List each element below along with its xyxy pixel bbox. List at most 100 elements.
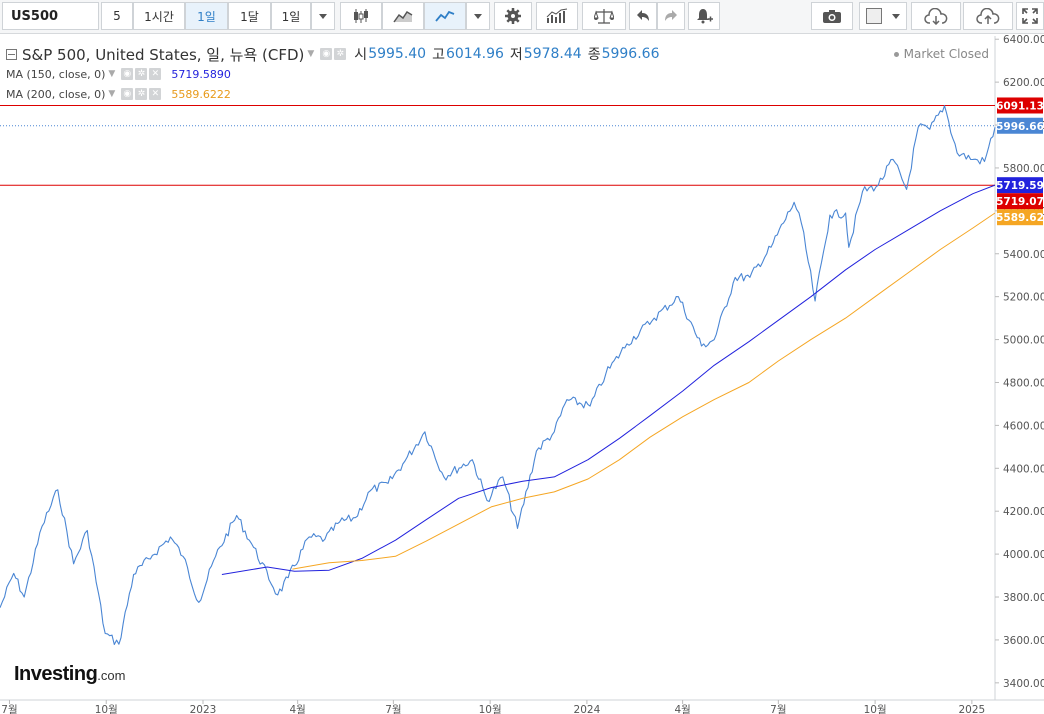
x-tick-label: 2024 [574,704,601,714]
settings-gear-icon [505,8,521,24]
y-tick-label: 3800.00 [1003,592,1044,604]
y-tick-label: 4800.00 [1003,377,1044,389]
interval-dropdown-button[interactable] [311,2,335,30]
price-badge [997,97,1043,114]
open-value: 5995.40 [368,46,427,62]
ma150-value: 5719.5890 [171,67,231,81]
y-tick-label: 5200.00 [1003,292,1044,304]
cloud-upload-icon [976,7,1000,24]
settings-icon[interactable]: ✲ [135,88,148,100]
settings-button[interactable] [494,2,532,30]
settings-icon[interactable]: ✲ [135,68,148,80]
chart-title: S&P 500, United States, 일, 뉴욕 (CFD) [22,45,305,64]
interval-select[interactable]: 1일 [271,2,311,30]
price-badge [997,209,1043,226]
y-tick-label: 4200.00 [1003,506,1044,518]
dropdown-icon [319,13,327,19]
price-badge-label: 5589.62 [996,212,1044,224]
color-swatch-icon [866,8,882,24]
x-tick-label: 10월 [479,704,502,714]
alert-bell-icon [697,9,713,24]
dropdown-icon [474,13,482,19]
y-tick-label: 3400.00 [1003,678,1044,690]
price-badge-label: 5719.07 [996,196,1044,208]
interval-5-button[interactable]: 5 [101,2,133,30]
x-tick-label: 10월 [95,704,118,714]
y-tick-label: 5000.00 [1003,335,1044,347]
ma150-line [221,184,996,575]
candlestick-button[interactable] [340,2,382,30]
interval-1-month-button[interactable]: 1달 [228,2,271,30]
investing-logo: Investing.com [14,663,126,685]
high-value: 6014.96 [445,46,504,62]
remove-icon[interactable]: ✕ [149,88,162,100]
cloud-upload-button[interactable] [963,2,1013,30]
price-badge [997,177,1043,194]
undo-icon [637,10,649,21]
candlestick-icon [354,9,368,23]
y-tick-label: 4000.00 [1003,549,1044,561]
symbol-input[interactable]: US500 [2,2,99,30]
x-tick-label: 10월 [864,704,887,714]
price-badge [997,193,1043,210]
x-tick-label: 4월 [674,704,690,714]
interval-1-day-button[interactable]: 1일 [185,2,228,30]
low-label: 저 [509,47,523,63]
line-chart-icon [435,10,455,22]
area-chart-button[interactable] [382,2,424,30]
dropdown-icon[interactable]: ▼ [108,69,116,79]
fullscreen-icon [1022,8,1038,24]
indicators-icon [546,8,568,23]
y-tick-label: 5400.00 [1003,249,1044,261]
chart-legend: S&P 500, United States, 일, 뉴욕 (CFD) ▼ ◉ … [6,44,659,104]
status-dot-icon [893,52,899,57]
camera-icon [823,9,841,23]
y-tick-label: 6400.00 [1003,34,1044,46]
x-tick-label: 4월 [289,704,305,714]
dropdown-icon[interactable]: ▼ [307,49,315,59]
collapse-icon[interactable] [6,48,17,60]
x-tick-label: 7월 [385,704,401,714]
ma200-value: 5589.6222 [171,87,231,101]
cloud-download-button[interactable] [911,2,961,30]
low-value: 5978.44 [523,46,582,62]
area-chart-icon [393,10,413,23]
chart-toolbar: US500 5 1시간 1일 1달 1일 [0,0,1044,34]
x-tick-label: 2023 [190,704,217,714]
settings-icon[interactable]: ✲ [334,48,347,60]
y-tick-label: 4400.00 [1003,463,1044,475]
price-badge-label: 5996.66 [996,121,1044,133]
color-picker-button[interactable] [859,2,907,30]
line-chart-button[interactable] [424,2,466,30]
alert-button[interactable] [688,2,720,30]
visibility-icon[interactable]: ◉ [121,88,134,100]
chart-type-dropdown-button[interactable] [466,2,490,30]
price-badge [997,117,1043,134]
visibility-icon[interactable]: ◉ [121,68,134,80]
remove-icon[interactable]: ✕ [149,68,162,80]
x-tick-label: 7월 [770,704,786,714]
y-tick-label: 4600.00 [1003,420,1044,432]
close-value: 5996.66 [601,46,660,62]
price-badge-label: 5719.59 [996,180,1044,192]
price-badge-label: 6091.13 [996,100,1044,112]
screenshot-button[interactable] [811,2,853,30]
market-status: Market Closed [893,47,989,61]
visibility-icon[interactable]: ◉ [320,48,333,60]
scale-balance-icon [594,9,614,24]
compare-button[interactable] [582,2,626,30]
indicators-button[interactable] [536,2,578,30]
ma200-label: MA (200, close, 0) [6,87,106,101]
high-label: 고 [432,47,445,63]
dropdown-icon [892,13,900,19]
ma200-line [292,212,996,570]
open-label: 시 [354,47,368,63]
dropdown-icon[interactable]: ▼ [108,89,116,99]
undo-button[interactable] [629,2,657,30]
close-label: 종 [587,47,601,63]
interval-1-hour-button[interactable]: 1시간 [133,2,185,30]
cloud-download-icon [924,7,948,25]
redo-icon [665,10,677,21]
redo-button[interactable] [657,2,685,30]
